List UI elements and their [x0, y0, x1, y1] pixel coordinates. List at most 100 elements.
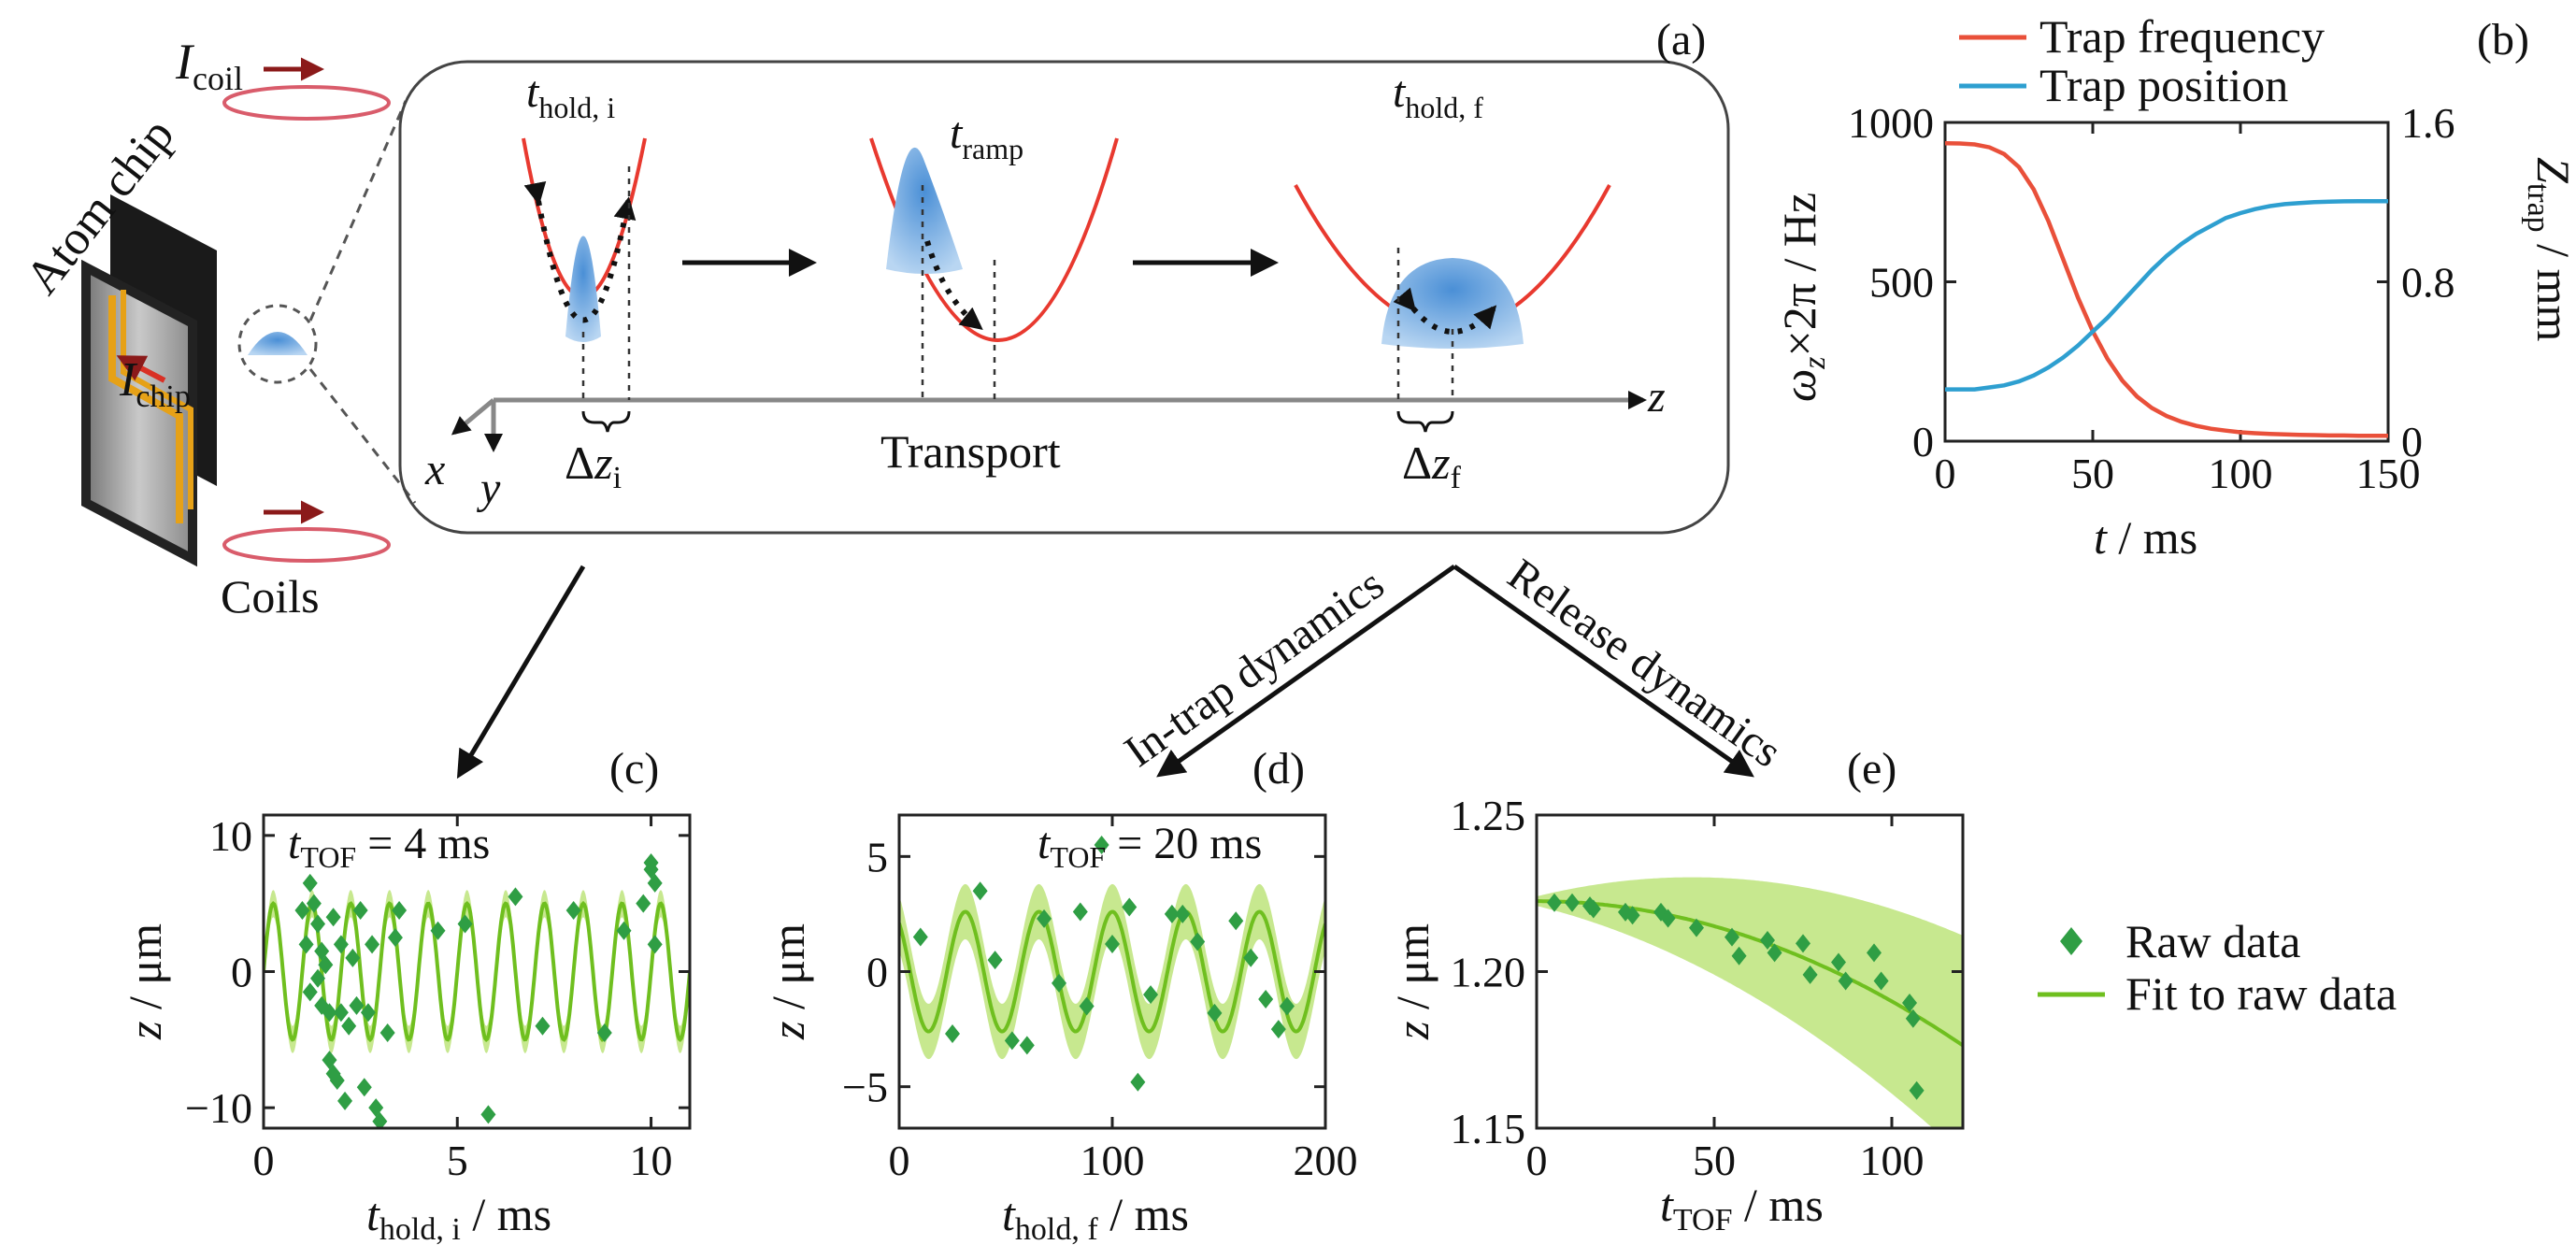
data-point	[1279, 996, 1295, 1016]
data-point	[1228, 911, 1244, 931]
data-point	[1802, 965, 1818, 984]
data-point	[1831, 952, 1846, 972]
cloud-ramp	[886, 147, 963, 274]
fit-confidence-band	[1537, 877, 1963, 1128]
fit-line	[1537, 899, 1963, 1048]
cloud-initial	[565, 236, 601, 342]
panel-b-label: (b)	[2477, 15, 2529, 64]
zoom-line-bottom	[308, 368, 417, 504]
data-point	[314, 941, 330, 961]
data-point	[1207, 1003, 1223, 1023]
panel-b: (b) Trap frequency Trap position 0 50 100 1…	[1773, 10, 2576, 564]
data-point	[1072, 902, 1088, 922]
zoom-line-top	[308, 100, 408, 322]
small-cloud	[248, 332, 308, 355]
data-point	[349, 995, 365, 1015]
data-point	[1052, 973, 1066, 993]
plot-c-ylabel: z / μm	[119, 923, 171, 1040]
atom-chip: Ichip	[81, 194, 217, 567]
data-point	[565, 900, 581, 920]
dynamics-arrows: In-trap dynamics Release dynamics	[456, 550, 1791, 780]
data-point	[1767, 943, 1782, 963]
data-point	[1905, 1009, 1921, 1028]
legend-b-position-label: Trap position	[2039, 59, 2288, 111]
chip-current-label: Ichip	[119, 353, 191, 414]
axis-y-label: y	[476, 464, 501, 513]
plot-b-lines	[1945, 140, 2388, 438]
data-point	[329, 1071, 345, 1091]
fit-line	[899, 909, 1325, 1034]
panel-a: (a) z x y Δzi thold, i tramp Transport	[398, 15, 1730, 535]
data-point	[616, 921, 632, 940]
x-axis-arrow	[451, 398, 495, 436]
t-hold-f-label: thold, f	[1393, 67, 1483, 124]
y2-tick-label: 0.8	[2401, 259, 2455, 307]
delta-z-f-label: Δzf	[1402, 436, 1462, 495]
y-tick-label: 1.20	[1451, 949, 1526, 996]
data-point	[1624, 906, 1640, 925]
data-point	[1143, 985, 1159, 1005]
plot-d-annotation: tTOF = 20 ms	[1038, 819, 1262, 874]
release-dynamics-label: Release dynamics	[1499, 550, 1791, 778]
data-point	[1079, 996, 1095, 1016]
data-point	[972, 881, 988, 901]
plot-d-xlabel: thold, f / ms	[1002, 1188, 1189, 1247]
data-point	[318, 955, 334, 975]
y-tick-label: 10	[209, 812, 252, 860]
t-hold-i-label: thold, i	[526, 67, 615, 124]
data-point	[1565, 893, 1580, 912]
panel-a-frame	[398, 60, 1730, 535]
data-point	[1258, 990, 1274, 1009]
x-tick-label: 0	[1526, 1137, 1548, 1184]
x-tick-label: 0	[889, 1137, 910, 1184]
data-point	[356, 1078, 372, 1097]
y2-tick-label: 1.6	[2401, 99, 2455, 147]
plot-b-xlabel: t / ms	[2094, 511, 2197, 564]
legend-fit-label: Fit to raw data	[2125, 967, 2397, 1020]
data-point	[294, 900, 310, 920]
plot-c-xlabel: thold, i / ms	[366, 1188, 551, 1247]
y-tick-label: −5	[842, 1064, 888, 1111]
data-point	[325, 908, 341, 927]
data-point	[1867, 943, 1882, 963]
ramp-arrow	[924, 240, 983, 330]
plot-e-points	[1547, 893, 1925, 1100]
data-point	[1547, 893, 1562, 912]
data-point	[1585, 899, 1601, 919]
t-ramp-label: tramp	[950, 108, 1023, 165]
data-point	[306, 894, 322, 913]
data-point	[1838, 971, 1853, 991]
y-tick-label: −10	[185, 1084, 252, 1132]
arrow-to-c	[456, 565, 586, 780]
data-point	[1037, 908, 1052, 928]
axis-x-label: x	[424, 445, 445, 494]
y2-tick-label: 0	[2401, 418, 2423, 465]
data-point	[302, 982, 318, 1002]
data-point	[1689, 918, 1704, 937]
x-tick-label: 10	[630, 1137, 673, 1184]
data-point	[1164, 904, 1180, 923]
legend-raw-label: Raw data	[2125, 915, 2300, 967]
y-tick-label: 5	[866, 833, 888, 880]
plot-e-ylabel: z / μm	[1386, 923, 1438, 1040]
plot-e-ticks: 0 50 100 1.15 1.20 1.25	[1451, 792, 1963, 1184]
data-point	[1731, 946, 1747, 966]
data-point	[1122, 897, 1138, 917]
panel-e: (e) 0 50 100 1.15 1.20 1.25 tTOF / ms z / μm	[1386, 744, 1965, 1238]
panel-d: (d) 0 100 200−505 tTOF = 20 ms thold, f / …	[762, 744, 1358, 1247]
chip-wire	[108, 295, 183, 523]
data-point	[372, 1111, 388, 1128]
data-point	[345, 948, 361, 967]
x-tick-label: 100	[1860, 1137, 1925, 1184]
data-point	[643, 852, 659, 872]
data-point	[365, 935, 380, 954]
y-tick-label: 1.15	[1451, 1105, 1526, 1152]
plot-c-points	[294, 852, 663, 1128]
plot-b-ylabel-left: ωz×2π / Hz	[1773, 193, 1832, 402]
data-point	[1873, 971, 1889, 991]
data-point	[945, 1024, 960, 1044]
schematic-left: Icoil Coils Ichip Atom chip	[16, 34, 417, 622]
